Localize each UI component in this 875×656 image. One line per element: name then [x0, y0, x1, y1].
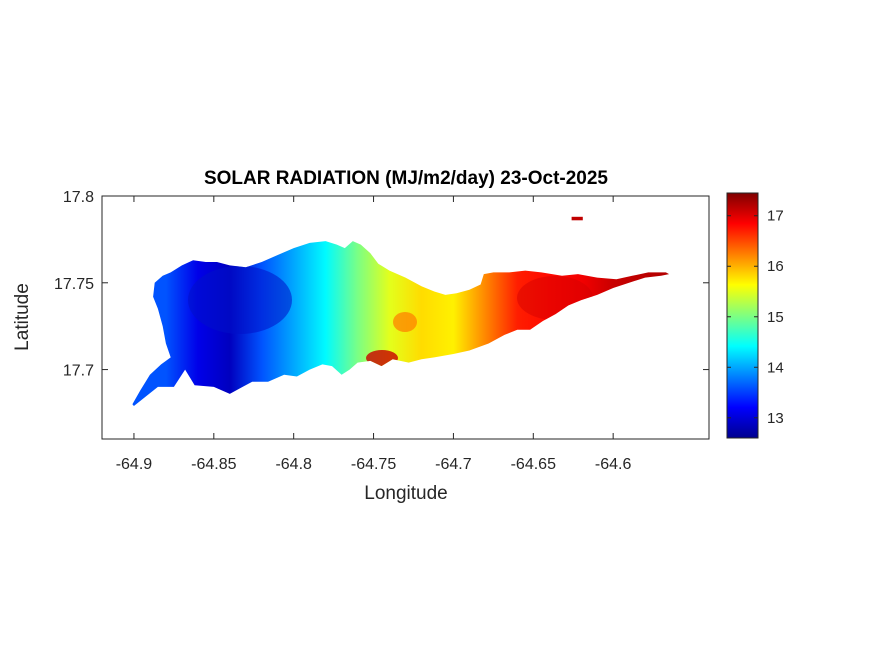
- plot-frame: [101, 195, 710, 440]
- colorbar-tick-label: 14: [767, 359, 784, 376]
- colorbar-frame: [726, 192, 759, 439]
- x-tick-label: -64.9: [116, 456, 153, 473]
- colorbar-tick-label: 15: [767, 309, 784, 326]
- y-axis-ticks: 17.7 17.75 17.8: [54, 189, 709, 380]
- x-tick-label: -64.85: [191, 456, 236, 473]
- colorbar-ticks: 13 14 15 16 17: [727, 208, 784, 427]
- colorbar-tick-label: 13: [767, 410, 784, 427]
- y-tick-label: 17.75: [54, 276, 94, 293]
- x-tick-label: -64.6: [595, 456, 632, 473]
- central-warm-spot: [393, 312, 417, 332]
- x-tick-label: -64.8: [275, 456, 312, 473]
- islet: [571, 216, 583, 221]
- colorbar-tick-label: 17: [767, 208, 784, 225]
- x-tick-label: -64.7: [435, 456, 472, 473]
- chart-title: SOLAR RADIATION (MJ/m2/day) 23-Oct-2025: [204, 168, 608, 189]
- x-axis-ticks: -64.9 -64.85 -64.8 -64.75 -64.7 -64.65 -64.6: [116, 196, 632, 473]
- colorbar-tick-label: 16: [767, 258, 784, 275]
- plot-area: -64.9 -64.85 -64.8 -64.75 -64.7 -64.65 -64.6 1…: [54, 189, 710, 473]
- low-radiation-patch: [188, 266, 292, 334]
- x-axis-label: Longitude: [364, 483, 447, 504]
- y-tick-label: 17.8: [63, 189, 94, 206]
- x-tick-label: -64.65: [511, 456, 556, 473]
- y-axis-label: Latitude: [12, 283, 33, 351]
- x-tick-label: -64.75: [351, 456, 396, 473]
- colorbar: 13 14 15 16 17: [726, 192, 784, 439]
- colorbar-gradient: [727, 193, 758, 438]
- y-tick-label: 17.7: [63, 363, 94, 380]
